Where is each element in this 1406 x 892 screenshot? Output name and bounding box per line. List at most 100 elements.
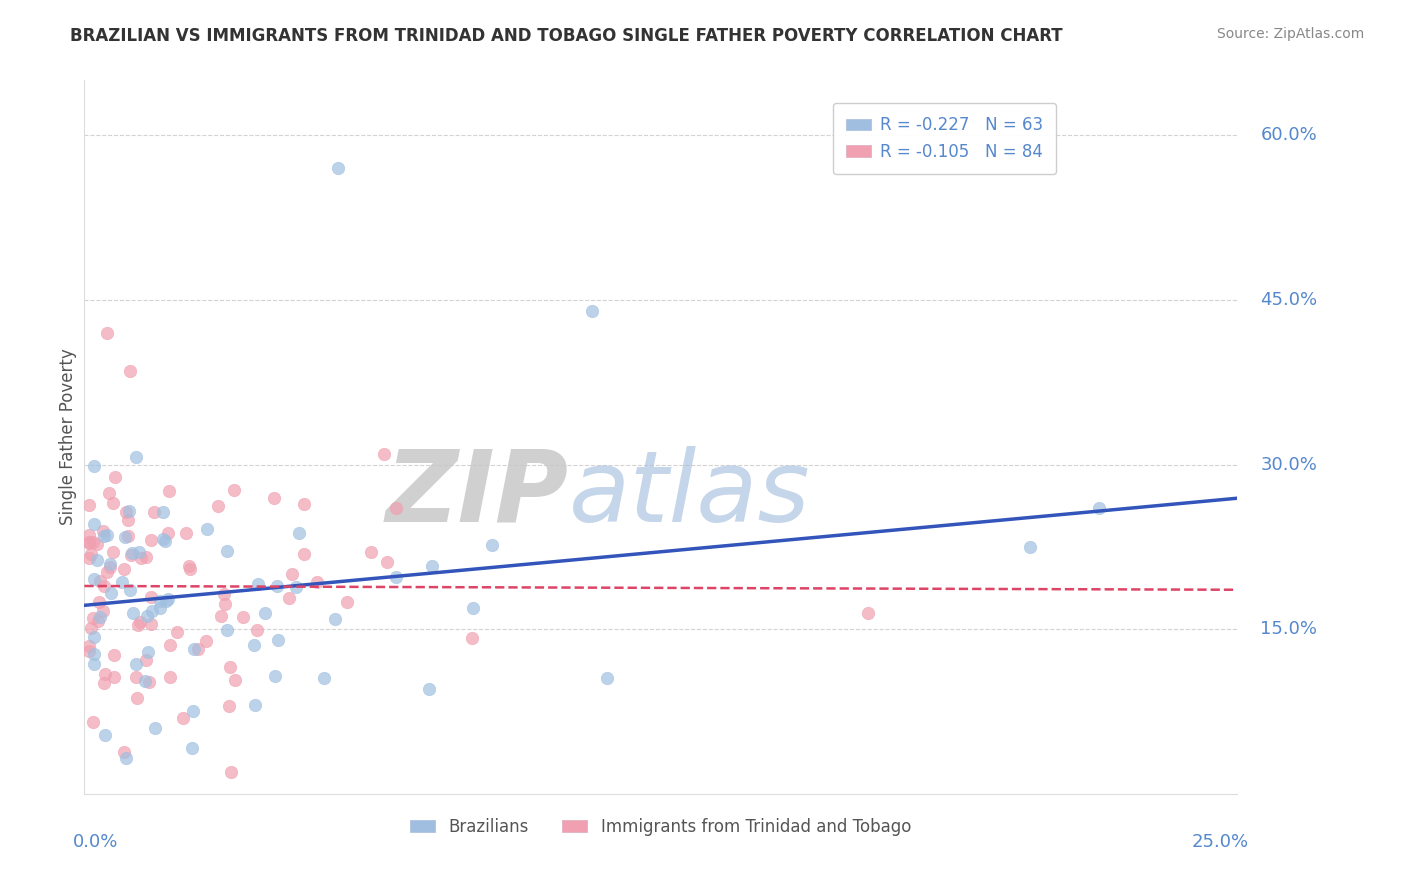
Point bbox=[111, 575, 134, 590]
Point bbox=[179, 562, 201, 576]
Point bbox=[157, 484, 180, 499]
Point bbox=[218, 699, 240, 714]
Point bbox=[104, 470, 127, 484]
Point bbox=[152, 532, 174, 546]
Point bbox=[305, 575, 328, 590]
Point bbox=[89, 574, 111, 589]
Point bbox=[149, 601, 172, 615]
Point bbox=[125, 690, 148, 705]
Point bbox=[83, 572, 105, 586]
Legend: Brazilians, Immigrants from Trinidad and Tobago: Brazilians, Immigrants from Trinidad and… bbox=[404, 812, 918, 843]
Text: 25.0%: 25.0% bbox=[1192, 833, 1249, 851]
Point bbox=[93, 676, 115, 690]
Point bbox=[215, 623, 238, 637]
Point bbox=[93, 524, 115, 539]
Point bbox=[101, 545, 124, 559]
Point bbox=[323, 612, 346, 626]
Point bbox=[120, 548, 142, 562]
Point bbox=[97, 485, 120, 500]
Point bbox=[117, 504, 139, 518]
Y-axis label: Single Father Poverty: Single Father Poverty bbox=[59, 349, 77, 525]
Point bbox=[385, 570, 408, 584]
Point bbox=[77, 550, 100, 565]
Point bbox=[481, 538, 503, 552]
Point bbox=[292, 497, 315, 511]
Point bbox=[128, 544, 150, 558]
Point bbox=[96, 565, 118, 579]
Point bbox=[156, 592, 179, 607]
Point bbox=[1018, 540, 1040, 554]
Point bbox=[80, 547, 103, 561]
Point bbox=[143, 721, 166, 735]
Point bbox=[149, 594, 172, 608]
Point bbox=[112, 745, 135, 759]
Point bbox=[595, 671, 617, 685]
Point bbox=[217, 543, 239, 558]
Point bbox=[117, 513, 139, 527]
Point bbox=[224, 673, 246, 688]
Point bbox=[312, 671, 335, 685]
Point bbox=[373, 446, 395, 460]
Point bbox=[93, 579, 115, 593]
Point bbox=[278, 591, 301, 605]
Point bbox=[139, 533, 162, 548]
Point bbox=[103, 670, 125, 684]
Point bbox=[118, 582, 141, 597]
Point bbox=[461, 601, 484, 615]
Point bbox=[77, 498, 100, 512]
Point bbox=[142, 505, 165, 519]
Point bbox=[360, 545, 382, 559]
Point bbox=[418, 681, 440, 696]
Text: ZIP: ZIP bbox=[385, 446, 568, 542]
Point bbox=[114, 530, 136, 544]
Point bbox=[125, 450, 148, 465]
Point bbox=[155, 533, 177, 548]
Point bbox=[195, 633, 218, 648]
Point bbox=[89, 610, 111, 624]
Text: 45.0%: 45.0% bbox=[1260, 291, 1317, 309]
Point bbox=[336, 595, 359, 609]
Point bbox=[129, 551, 152, 566]
Point bbox=[247, 576, 270, 591]
Point bbox=[77, 528, 100, 542]
Text: 30.0%: 30.0% bbox=[1260, 456, 1317, 474]
Point bbox=[135, 653, 157, 667]
Point bbox=[207, 500, 229, 514]
Point bbox=[266, 579, 288, 593]
Point bbox=[87, 595, 110, 609]
Point bbox=[82, 535, 104, 549]
Point bbox=[461, 631, 484, 645]
Point bbox=[288, 525, 311, 540]
Text: 60.0%: 60.0% bbox=[1260, 126, 1317, 145]
Point bbox=[212, 587, 235, 601]
Point bbox=[263, 669, 285, 683]
Point bbox=[77, 644, 100, 658]
Point bbox=[166, 624, 188, 639]
Point bbox=[209, 609, 232, 624]
Point bbox=[292, 547, 315, 561]
Point bbox=[858, 606, 880, 620]
Point bbox=[218, 659, 240, 673]
Point bbox=[86, 537, 108, 551]
Point bbox=[112, 562, 135, 576]
Point bbox=[135, 550, 157, 565]
Point bbox=[183, 705, 205, 719]
Point bbox=[136, 608, 159, 623]
Point bbox=[172, 711, 194, 725]
Point bbox=[141, 617, 163, 632]
Point bbox=[157, 525, 180, 540]
Point bbox=[219, 764, 242, 779]
Point bbox=[77, 639, 100, 653]
Point bbox=[254, 607, 277, 621]
Point bbox=[83, 630, 105, 644]
Point bbox=[103, 648, 125, 662]
Point bbox=[263, 491, 285, 505]
Point bbox=[122, 606, 145, 620]
Point bbox=[155, 593, 177, 607]
Point bbox=[83, 517, 105, 532]
Point bbox=[93, 529, 115, 543]
Point bbox=[326, 161, 349, 175]
Point bbox=[129, 615, 152, 629]
Point bbox=[127, 617, 149, 632]
Point bbox=[100, 586, 122, 600]
